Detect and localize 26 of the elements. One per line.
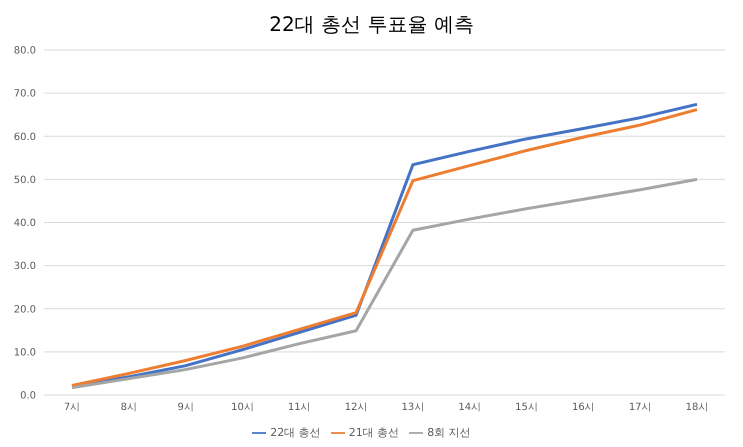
- y-tick-label: 50.0: [14, 174, 36, 186]
- legend-label: 21대 총선: [348, 426, 400, 439]
- chart-title: 22대 총선 투표율 예측: [268, 11, 475, 38]
- x-tick-label: 12시: [344, 402, 368, 414]
- x-tick-label: 11시: [288, 402, 311, 414]
- y-tick-label: 30.0: [14, 261, 36, 272]
- x-tick-label: 17시: [628, 402, 652, 414]
- y-tick-label: 0.0: [20, 390, 36, 402]
- x-tick-label: 9시: [177, 402, 194, 414]
- y-tick-label: 40.0: [14, 218, 36, 230]
- x-tick-label: 10시: [231, 402, 254, 414]
- x-tick-label: 8시: [120, 402, 138, 414]
- y-tick-label: 60.0: [14, 132, 36, 143]
- x-tick-label: 15시: [515, 402, 538, 414]
- y-tick-label: 20.0: [14, 304, 36, 316]
- x-tick-label: 14시: [458, 402, 482, 414]
- x-tick-label: 13시: [402, 402, 424, 414]
- x-tick-label: 16시: [572, 402, 595, 414]
- legend-label: 8회 지선: [427, 426, 471, 439]
- y-tick-label: 10.0: [14, 347, 36, 358]
- y-tick-label: 80.0: [14, 46, 36, 57]
- x-tick-label: 7시: [64, 402, 80, 414]
- x-tick-label: 18시: [686, 402, 708, 414]
- y-tick-label: 70.0: [14, 88, 36, 100]
- line-series: [70, 178, 698, 390]
- legend-label: 22대 총선: [270, 426, 321, 439]
